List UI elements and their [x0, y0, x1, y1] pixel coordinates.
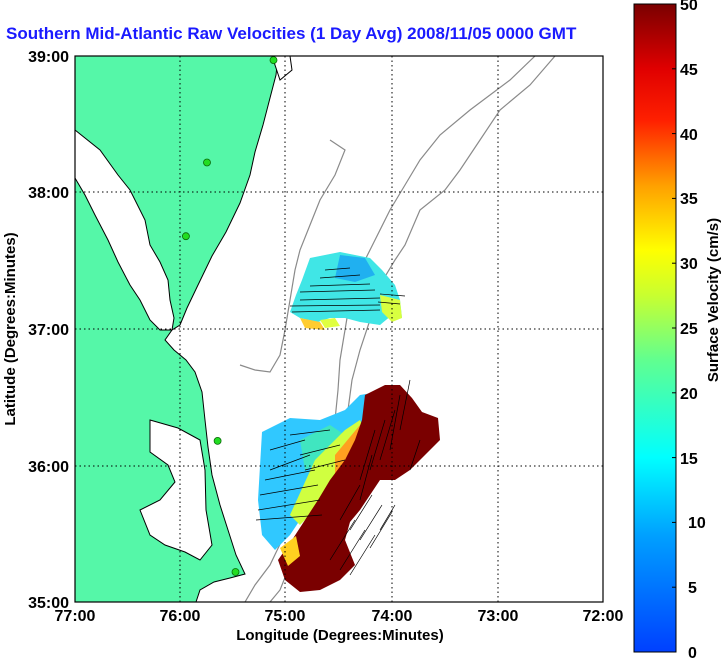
velocity-field-north: [290, 252, 402, 330]
station-marker: [213, 436, 222, 445]
lon-tick: 76:00: [160, 608, 201, 625]
station-marker: [181, 232, 190, 241]
lat-tick: 37:00: [28, 322, 69, 339]
station-marker: [203, 158, 211, 167]
lat-lon-grid: [75, 56, 603, 602]
lat-tick: 35:00: [28, 595, 69, 612]
station-marker: [231, 568, 240, 576]
colorbar-tick: 10: [688, 515, 706, 532]
colorbar-tick: 50: [680, 0, 698, 14]
lon-tick: 75:00: [265, 608, 306, 625]
colorbar-tick: 40: [680, 127, 698, 144]
colorbar-tick: 15: [680, 451, 698, 468]
colorbar-tick: 20: [680, 386, 698, 403]
lon-tick: 72:00: [583, 608, 624, 625]
colorbar-tick: 0: [688, 645, 697, 659]
lat-tick-labels: 39:00 38:00 37:00 36:00 35:00: [28, 49, 69, 612]
colorbar-gradient: [633, 3, 677, 653]
colorbar-tick: 25: [680, 321, 698, 338]
plot-frame: [74, 55, 604, 603]
lon-tick: 77:00: [55, 608, 96, 625]
lat-tick: 36:00: [28, 459, 69, 476]
lon-tick: 73:00: [478, 608, 519, 625]
colorbar: 50 45 40 35 30 25 20 15 10 5 0 Surface V…: [633, 0, 722, 659]
lon-tick-labels: 77:00 76:00 75:00 74:00 73:00 72:00: [55, 608, 624, 625]
velocity-vectors: [255, 267, 421, 576]
station-marker: [269, 56, 278, 64]
colorbar-label: Surface Velocity (cm/s): [705, 218, 722, 382]
colorbar-tick: 45: [680, 62, 698, 79]
colorbar-tick: 5: [688, 580, 697, 597]
colorbar-tick: 35: [680, 191, 698, 208]
y-axis-label: Latitude (Degrees:Minutes): [2, 232, 19, 425]
map-title: Southern Mid-Atlantic Raw Velocities (1 …: [6, 24, 577, 43]
velocity-field-south: [258, 385, 440, 592]
lon-tick: 74:00: [372, 608, 413, 625]
colorbar-tick: 30: [680, 256, 698, 273]
radar-stations: [181, 56, 278, 576]
x-axis-label: Longitude (Degrees:Minutes): [236, 627, 444, 644]
lat-tick: 38:00: [28, 185, 69, 202]
lat-tick: 39:00: [28, 49, 69, 66]
